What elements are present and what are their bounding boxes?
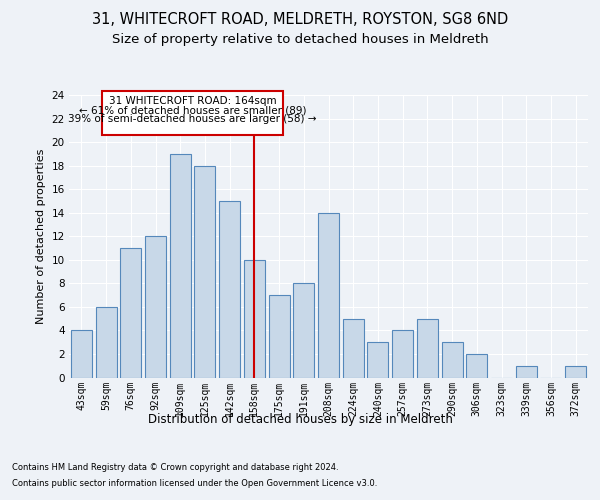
Bar (95, 307, 116, 378)
Bar (516, 366, 537, 378)
Bar (442, 342, 463, 378)
Bar (194, 166, 215, 378)
Bar (466, 354, 487, 378)
Text: Size of property relative to detached houses in Meldreth: Size of property relative to detached ho… (112, 32, 488, 46)
Text: 31, WHITECROFT ROAD, MELDRETH, ROYSTON, SG8 6ND: 31, WHITECROFT ROAD, MELDRETH, ROYSTON, … (92, 12, 508, 28)
Bar (565, 366, 586, 378)
Bar (170, 154, 191, 378)
Text: 31 WHITECROFT ROAD: 164sqm: 31 WHITECROFT ROAD: 164sqm (109, 96, 277, 106)
Bar (145, 236, 166, 378)
Y-axis label: Number of detached properties: Number of detached properties (36, 148, 46, 324)
Bar (367, 342, 388, 378)
Bar (219, 201, 240, 378)
Bar (269, 295, 290, 378)
Bar (244, 260, 265, 378)
Bar (293, 284, 314, 378)
Bar (392, 330, 413, 378)
Bar (103, 92, 283, 135)
Bar (417, 318, 438, 378)
Bar (343, 318, 364, 378)
Text: ← 61% of detached houses are smaller (89): ← 61% of detached houses are smaller (89… (79, 105, 307, 115)
Bar (120, 248, 141, 378)
Bar (71, 330, 92, 378)
Text: Contains public sector information licensed under the Open Government Licence v3: Contains public sector information licen… (12, 479, 377, 488)
Bar (318, 212, 339, 378)
Text: Distribution of detached houses by size in Meldreth: Distribution of detached houses by size … (148, 412, 452, 426)
Text: Contains HM Land Registry data © Crown copyright and database right 2024.: Contains HM Land Registry data © Crown c… (12, 462, 338, 471)
Text: 39% of semi-detached houses are larger (58) →: 39% of semi-detached houses are larger (… (68, 114, 317, 124)
